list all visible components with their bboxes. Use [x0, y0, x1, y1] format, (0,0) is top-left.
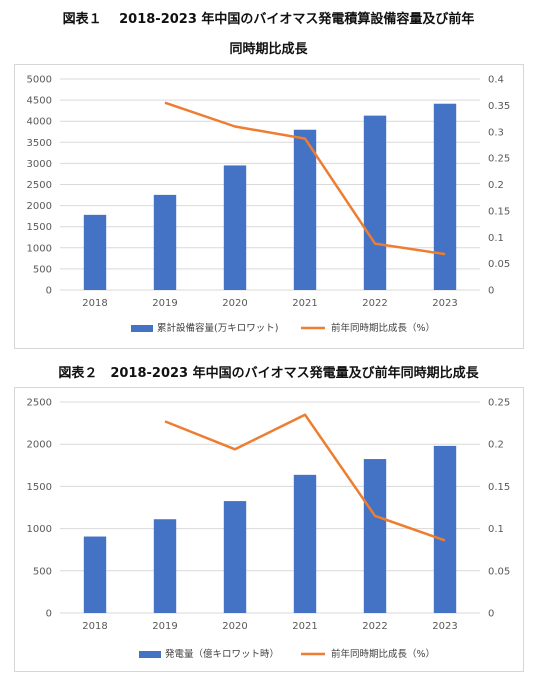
y-left-tick-label: 4000 — [27, 117, 52, 128]
legend-label-bar: 累計設備容量(万キロワット) — [157, 322, 278, 334]
y-right-tick-label: 0.35 — [488, 101, 510, 112]
y-left-tick-label: 3000 — [27, 159, 52, 170]
y-left-tick-label: 3500 — [27, 138, 52, 149]
x-tick-label: 2018 — [82, 621, 107, 632]
chart-1: 0 500 1000 1500 2000 2500 3000 3500 4000 4500 5000… — [27, 75, 511, 335]
y-left-tick-label: 1500 — [27, 482, 52, 493]
chart-2: 0 500 1000 1500 2000 2500 0 0.05 0.1 0.15 0.2 0.25 2… — [27, 398, 511, 661]
legend-label-line: 前年同時期比成長（%） — [331, 322, 435, 334]
y-left-tick-label: 1000 — [27, 524, 52, 535]
bar — [293, 474, 317, 613]
y-right-tick-label: 0.25 — [488, 398, 510, 409]
y-left-tick-label: 2000 — [27, 201, 52, 212]
bar — [153, 194, 177, 290]
y-right-tick-label: 0.25 — [488, 154, 510, 165]
y-right-tick-label: 0.15 — [488, 206, 510, 217]
y-left-tick-label: 0 — [46, 609, 52, 620]
bar — [223, 165, 247, 290]
y-right-tick-label: 0.1 — [488, 233, 504, 244]
legend: 発電量（億キロワット時） 前年同時期比成長（%） — [139, 648, 435, 660]
legend-label-bar: 発電量（億キロワット時） — [165, 648, 279, 660]
legend-swatch-bar — [139, 651, 161, 658]
legend-label-line: 前年同時期比成長（%） — [331, 648, 435, 660]
bar — [223, 501, 247, 613]
bar — [433, 445, 457, 613]
y-left-tick-label: 0 — [46, 286, 52, 297]
y-left-tick-label: 2500 — [27, 398, 52, 409]
x-tick-label: 2019 — [152, 298, 177, 309]
bar — [433, 103, 457, 290]
chart-panel-1: 0 500 1000 1500 2000 2500 3000 3500 4000 4500 5000… — [14, 64, 524, 349]
y-right-tick-label: 0.15 — [488, 482, 510, 493]
bar — [153, 519, 177, 613]
x-tick-label: 2023 — [432, 621, 457, 632]
y-left-tick-label: 2500 — [27, 180, 52, 191]
y-right-tick-label: 0.3 — [488, 127, 504, 138]
y-right-tick-label: 0.2 — [488, 180, 504, 191]
x-tick-label: 2022 — [362, 621, 387, 632]
y-right-tick-label: 0.4 — [488, 75, 504, 86]
x-tick-label: 2021 — [292, 621, 317, 632]
chart-panel-2: 0 500 1000 1500 2000 2500 0 0.05 0.1 0.15 0.2 0.25 2… — [14, 387, 524, 672]
legend: 累計設備容量(万キロワット) 前年同時期比成長（%） — [131, 322, 435, 334]
bar — [83, 536, 107, 613]
x-tick-label: 2020 — [222, 298, 247, 309]
y-left-tick-label: 500 — [33, 566, 52, 577]
figure2-title: 図表２ 2018-2023 年中国のバイオマス発電量及び前年同時期比成長 — [58, 366, 479, 381]
bar — [293, 129, 317, 290]
y-left-tick-label: 500 — [33, 264, 52, 275]
y-right-tick-label: 0 — [488, 286, 494, 297]
x-tick-label: 2022 — [362, 298, 387, 309]
y-right-tick-label: 0.05 — [488, 259, 510, 270]
x-tick-label: 2019 — [152, 621, 177, 632]
y-right-tick-label: 0.1 — [488, 524, 504, 535]
y-left-tick-label: 1000 — [27, 243, 52, 254]
x-tick-label: 2021 — [292, 298, 317, 309]
bar — [83, 214, 107, 290]
y-right-tick-label: 0.2 — [488, 440, 504, 451]
x-tick-label: 2020 — [222, 621, 247, 632]
x-tick-label: 2018 — [82, 298, 107, 309]
y-left-tick-label: 5000 — [27, 75, 52, 86]
y-left-tick-label: 4500 — [27, 96, 52, 107]
figure1-title-line2: 同時期比成長 — [229, 42, 308, 57]
y-right-tick-label: 0 — [488, 609, 494, 620]
bar — [363, 459, 387, 613]
legend-swatch-bar — [131, 325, 153, 332]
y-left-tick-label: 2000 — [27, 440, 52, 451]
y-left-tick-label: 1500 — [27, 222, 52, 233]
figure1-title-line1: 図表１ 2018-2023 年中国のバイオマス発電積算設備容量及び前年 — [62, 12, 475, 27]
y-right-tick-label: 0.05 — [488, 566, 510, 577]
bar — [363, 115, 387, 290]
x-tick-label: 2023 — [432, 298, 457, 309]
